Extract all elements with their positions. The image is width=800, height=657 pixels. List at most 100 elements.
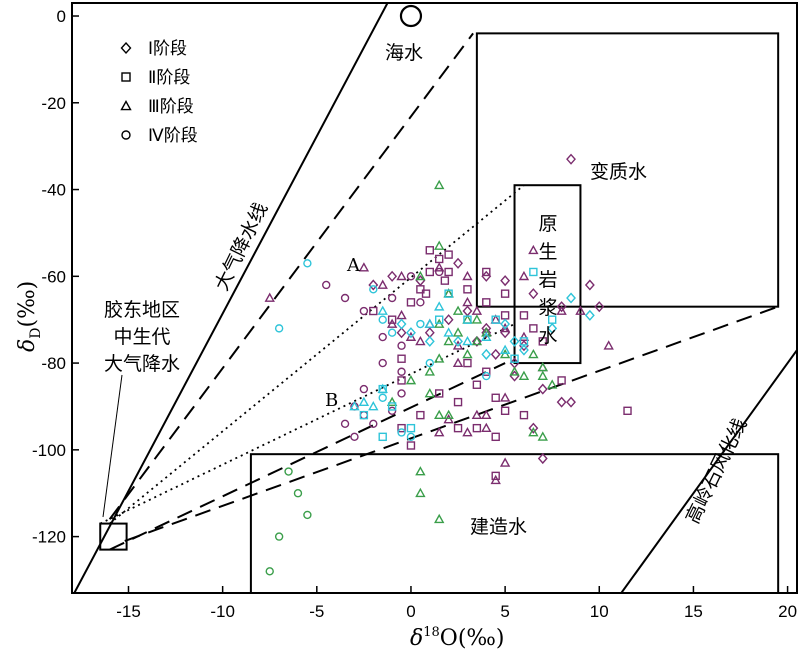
legend-square-marker [121, 72, 131, 82]
point-circle-cyan [274, 324, 284, 333]
x-tick-label: 5 [500, 602, 509, 621]
point-triangle-purple [358, 262, 370, 272]
point-triangle-green [471, 335, 483, 346]
point-diamond-purple [500, 275, 511, 287]
point-triangle-purple [462, 427, 473, 437]
kaolinite-weathering-line [620, 349, 797, 593]
point-triangle-purple [481, 422, 492, 433]
point-square-purple [519, 410, 529, 420]
point-diamond-purple [443, 314, 454, 326]
y-tick-label: -80 [41, 354, 66, 373]
point-square-purple [425, 267, 434, 277]
point-square-cyan [529, 267, 538, 277]
point-triangle-cyan [443, 327, 454, 337]
tick-labels: -15 -10 -5 0 5 10 15 20 0 -20 -40 -60 -80 -100 -120 [32, 7, 797, 621]
point-triangle-purple [518, 331, 530, 341]
point-triangle-green [462, 348, 473, 359]
point-circle-green [265, 567, 274, 576]
point-triangle-purple [471, 305, 483, 315]
point-circle-purple [397, 341, 406, 350]
x-tick-label: 0 [406, 602, 415, 621]
point-diamond-purple [566, 396, 576, 408]
point-square-purple [406, 298, 416, 307]
point-square-cyan [435, 315, 444, 324]
point-diamond-purple [481, 270, 492, 282]
point-triangle-purple [481, 409, 492, 420]
point-circle-purple [397, 367, 406, 376]
point-square-cyan [406, 423, 416, 433]
point-triangle-purple [490, 474, 501, 485]
label-A: A [346, 255, 361, 276]
point-square-purple [491, 471, 500, 481]
point-square-purple [623, 406, 632, 415]
point-triangle-green [434, 513, 445, 524]
point-square-cyan [463, 315, 472, 324]
point-diamond-purple [462, 305, 473, 317]
point-square-purple [397, 376, 406, 385]
point-triangle-purple [405, 331, 417, 341]
point-diamond-purple [453, 257, 463, 269]
formation-box [249, 453, 780, 593]
point-diamond-purple [481, 327, 492, 339]
point-triangle-purple [264, 292, 275, 302]
legend-label: Ⅱ阶段 [148, 68, 190, 88]
y-tick-label: -120 [32, 528, 66, 547]
point-diamond-cyan [547, 322, 558, 334]
metamorphic-label: 变质水 [590, 161, 647, 183]
point-circle-green [303, 510, 312, 520]
magmatic-label-char: 岩 [538, 269, 557, 291]
point-circle-purple [340, 293, 350, 303]
svg-text:δD(‰): δD(‰) [15, 281, 44, 352]
point-diamond-cyan [406, 327, 416, 339]
point-square-purple [397, 354, 406, 363]
point-diamond-purple [528, 422, 539, 434]
plot-frame [71, 2, 798, 594]
point-circle-purple [369, 419, 378, 429]
point-square-purple [519, 311, 529, 320]
point-diamond-purple [556, 301, 567, 313]
point-triangle-green [415, 487, 426, 498]
point-square-purple [369, 306, 378, 316]
point-triangle-purple [386, 318, 398, 328]
point-triangle-purple [518, 270, 530, 281]
y-tick-label: -100 [32, 441, 66, 460]
point-triangle-purple [462, 296, 473, 307]
point-square-cyan [378, 432, 387, 442]
point-triangle-green [537, 361, 548, 372]
point-diamond-purple [396, 327, 407, 339]
label-B: B [325, 390, 338, 411]
point-triangle-purple [452, 357, 464, 367]
point-circle-green [274, 532, 284, 541]
legend-label: Ⅰ阶段 [148, 39, 187, 59]
seawater-label: 海水 [385, 42, 423, 64]
point-triangle-purple [434, 427, 445, 437]
point-circle-purple [350, 432, 359, 442]
dashed-upper-2 [124, 305, 779, 542]
point-triangle-cyan [358, 396, 370, 407]
point-triangle-cyan [434, 301, 445, 311]
point-triangle-green [528, 348, 539, 359]
point-square-purple [421, 289, 431, 298]
point-diamond-cyan [481, 348, 492, 360]
svg-text:δ18O(‰): δ18O(‰) [410, 625, 505, 651]
point-square-purple [463, 358, 472, 368]
point-circle-purple [359, 384, 369, 394]
point-triangle-cyan [424, 318, 435, 328]
point-circle-purple [322, 280, 331, 290]
point-square-purple [529, 324, 538, 333]
point-circle-cyan [378, 315, 387, 324]
point-triangle-green [471, 314, 483, 324]
point-triangle-purple [528, 244, 539, 255]
point-square-purple [416, 410, 425, 420]
legend-label: Ⅳ阶段 [148, 126, 198, 146]
magmatic-label-char: 原 [538, 213, 557, 235]
y-axis-title: δD(‰) [15, 281, 44, 352]
point-circle-purple [397, 389, 406, 398]
kaolinite-line-label: 高岭石风化线 [682, 415, 752, 527]
point-triangle-purple [499, 392, 511, 402]
x-tick-label: 15 [684, 602, 703, 621]
point-diamond-purple [537, 452, 548, 465]
point-triangle-cyan [377, 305, 388, 315]
legend-diamond-marker [120, 41, 132, 55]
